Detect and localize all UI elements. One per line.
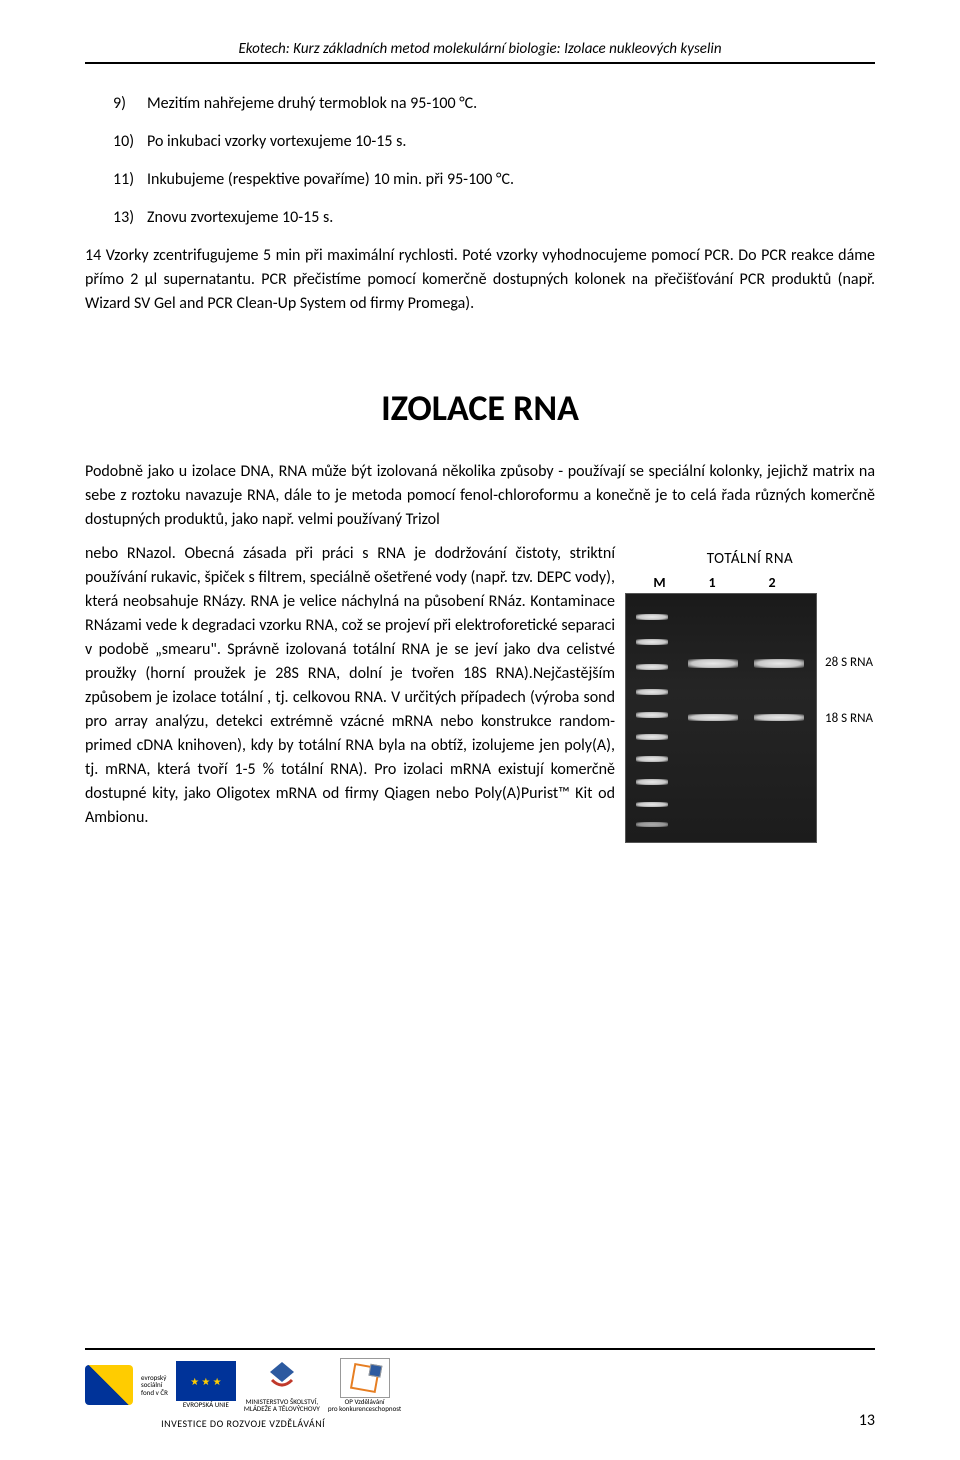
logo-strip: evropský sociální fond v ČR EVROPSKÁ UNI…	[85, 1358, 401, 1413]
list-item: 9) Mezitím nahřejeme druhý termoblok na …	[113, 92, 875, 116]
eu-label: EVROPSKÁ UNIE	[183, 1401, 229, 1409]
esf-text: evropský sociální fond v ČR	[141, 1374, 168, 1397]
list-item: 11) Inkubujeme (respektive povaříme) 10 …	[113, 168, 875, 192]
esf-logo	[85, 1365, 133, 1405]
page-number: 13	[859, 1411, 875, 1430]
msmt-logo: MINISTERSTVO ŠKOLSTVÍ, MLÁDEŽE A TĚLOVÝC…	[244, 1358, 320, 1413]
item-number: 9)	[113, 92, 141, 116]
eu-logo: EVROPSKÁ UNIE	[176, 1361, 236, 1409]
item-text: Inkubujeme (respektive povaříme) 10 min.…	[147, 168, 514, 192]
procedure-list: 9) Mezitím nahřejeme druhý termoblok na …	[113, 92, 875, 230]
gel-title: TOTÁLNÍ RNA	[625, 550, 875, 568]
pcr-paragraph: 14 Vzorky zcentrifugujeme 5 min při maxi…	[85, 244, 875, 316]
opvk-logo: OP Vzdělávání pro konkurenceschopnost	[328, 1358, 401, 1413]
item-text: Mezitím nahřejeme druhý termoblok na 95-…	[147, 92, 477, 116]
band-label-18s: 18 S RNA	[825, 711, 873, 726]
lane-label-2: 2	[742, 574, 802, 591]
text-image-row: nebo RNazol. Obecná zásada při práci s R…	[85, 542, 875, 843]
rna-intro-paragraph: Podobně jako u izolace DNA, RNA může být…	[85, 460, 875, 532]
opvk-text: OP Vzdělávání pro konkurenceschopnost	[328, 1398, 401, 1413]
lane-label-m: M	[637, 574, 682, 591]
footer-rule	[85, 1348, 875, 1350]
invest-caption: INVESTICE DO ROZVOJE VZDĚLÁVÁNÍ	[85, 1417, 401, 1430]
gel-figure: TOTÁLNÍ RNA M 1 2	[625, 550, 875, 843]
gel-image	[625, 593, 817, 843]
gel-image-wrap: 28 S RNA 18 S RNA	[625, 593, 875, 843]
gel-lane-labels: M 1 2	[625, 574, 875, 591]
list-item: 13) Znovu zvortexujeme 10-15 s.	[113, 206, 875, 230]
lane-label-1: 1	[682, 574, 742, 591]
item-number: 13)	[113, 206, 141, 230]
page-footer: evropský sociální fond v ČR EVROPSKÁ UNI…	[85, 1348, 875, 1430]
logo-strip-wrap: evropský sociální fond v ČR EVROPSKÁ UNI…	[85, 1358, 401, 1430]
item-text: Znovu zvortexujeme 10-15 s.	[147, 206, 333, 230]
section-title: IZOLACE RNA	[85, 386, 875, 430]
rna-body-paragraph: nebo RNazol. Obecná zásada při práci s R…	[85, 542, 615, 830]
msmt-text: MINISTERSTVO ŠKOLSTVÍ, MLÁDEŽE A TĚLOVÝC…	[244, 1398, 320, 1413]
item-number: 10)	[113, 130, 141, 154]
page-header: Ekotech: Kurz základních metod molekulár…	[85, 40, 875, 64]
band-label-28s: 28 S RNA	[825, 655, 873, 670]
item-number: 11)	[113, 168, 141, 192]
item-text: Po inkubaci vzorky vortexujeme 10-15 s.	[147, 130, 406, 154]
list-item: 10) Po inkubaci vzorky vortexujeme 10-15…	[113, 130, 875, 154]
